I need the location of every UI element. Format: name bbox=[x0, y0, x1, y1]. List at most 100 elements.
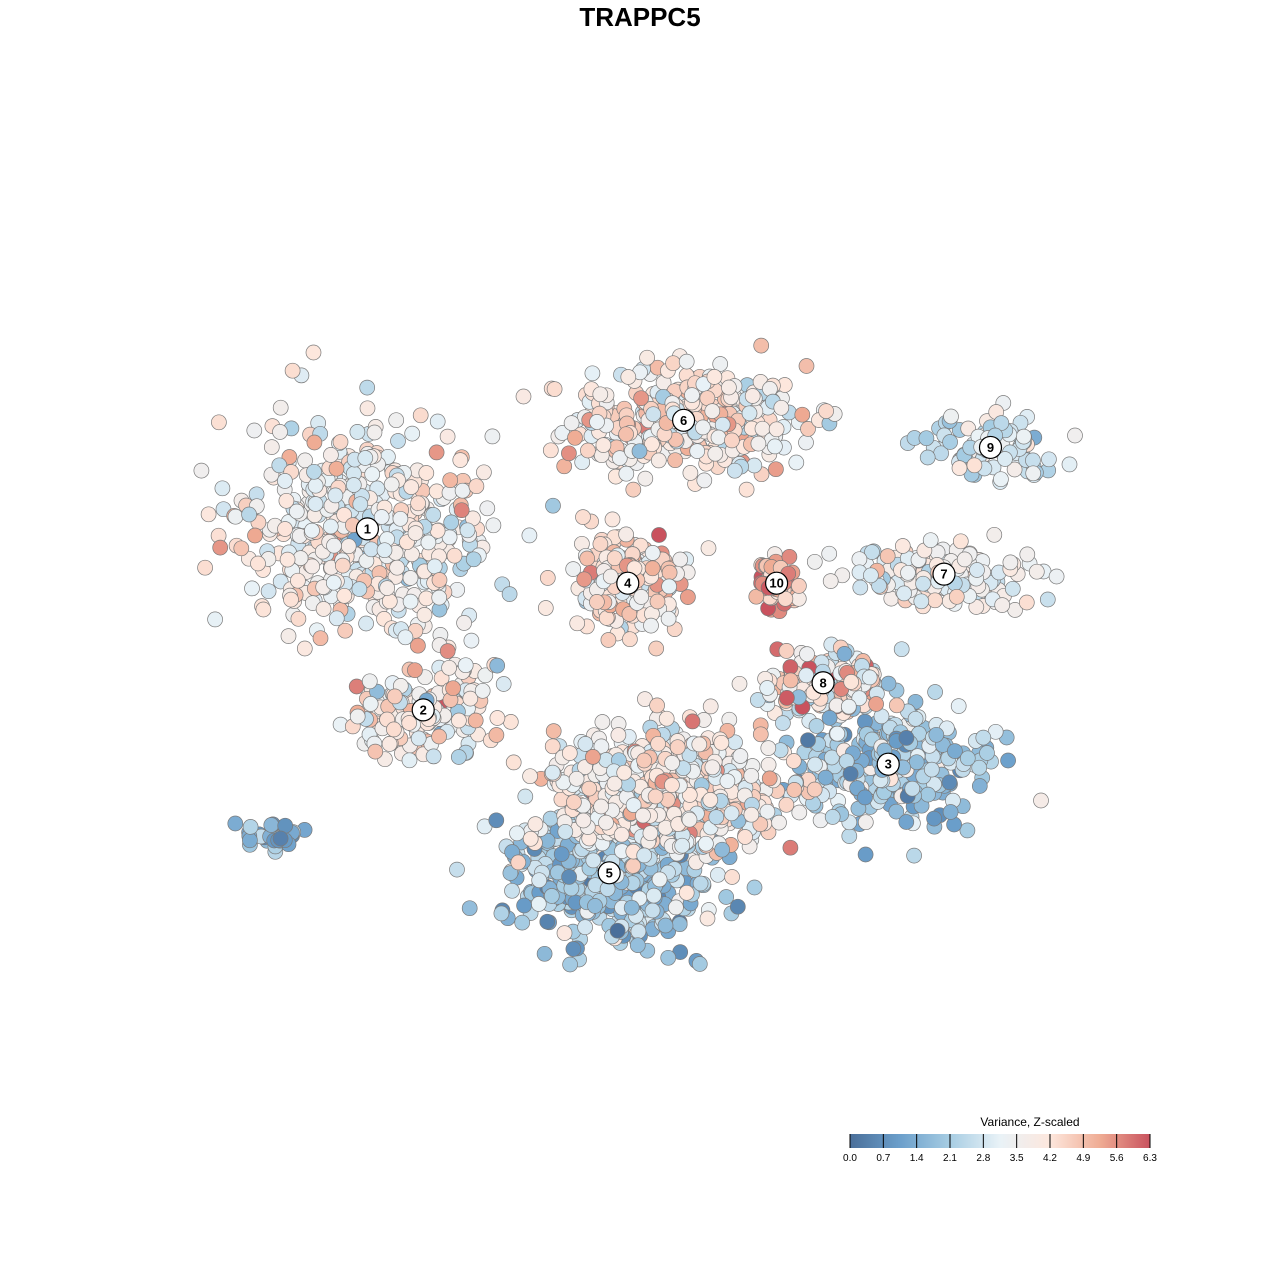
scatter-point bbox=[602, 568, 619, 585]
scatter-point bbox=[336, 587, 353, 604]
scatter-point bbox=[613, 826, 630, 843]
scatter-point bbox=[283, 591, 299, 608]
scatter-point bbox=[714, 841, 730, 858]
scatter-point bbox=[821, 710, 838, 726]
scatter-point bbox=[457, 657, 474, 674]
scatter-point bbox=[907, 710, 924, 727]
scatter-point bbox=[403, 479, 420, 495]
scatter-point bbox=[880, 675, 897, 692]
scatter-point bbox=[800, 421, 816, 437]
scatter-point bbox=[332, 434, 349, 450]
scatter-point bbox=[565, 561, 582, 577]
scatter-point bbox=[539, 913, 556, 930]
scatter-point bbox=[620, 369, 637, 385]
scatter-point bbox=[644, 436, 660, 453]
scatter-point bbox=[326, 537, 342, 554]
scatter-point bbox=[465, 551, 482, 568]
scatter-point bbox=[689, 443, 706, 459]
scatter-point bbox=[857, 846, 874, 863]
scatter-point bbox=[445, 680, 461, 697]
scatter-point bbox=[197, 559, 213, 576]
scatter-point bbox=[288, 503, 305, 520]
colorbar-tick-label: 5.6 bbox=[1110, 1153, 1124, 1164]
scatter-points bbox=[193, 337, 1083, 973]
scatter-point bbox=[594, 714, 611, 730]
scatter-point bbox=[504, 882, 520, 899]
scatter-point bbox=[410, 637, 426, 654]
scatter-point bbox=[699, 910, 716, 927]
scatter-point bbox=[522, 768, 538, 785]
scatter-point bbox=[271, 457, 288, 474]
scatter-point bbox=[407, 662, 423, 679]
scatter-point bbox=[358, 615, 374, 632]
scatter-point bbox=[691, 956, 708, 972]
scatter-point bbox=[894, 538, 911, 554]
scatter-point bbox=[712, 356, 729, 372]
scatter-point bbox=[443, 514, 460, 531]
scatter-point bbox=[857, 814, 874, 831]
scatter-point bbox=[589, 594, 605, 610]
scatter-point bbox=[493, 905, 510, 922]
scatter-point bbox=[402, 570, 419, 586]
scatter-point bbox=[364, 466, 381, 483]
scatter-point bbox=[312, 630, 329, 647]
scatter-point bbox=[211, 414, 227, 431]
cluster-label-text: 10 bbox=[769, 576, 783, 591]
scatter-point bbox=[948, 588, 965, 605]
scatter-point bbox=[760, 756, 777, 773]
scatter-point bbox=[986, 526, 1003, 543]
scatter-point bbox=[495, 676, 512, 692]
scatter-point bbox=[510, 854, 527, 871]
scatter-point bbox=[530, 896, 547, 912]
cluster-label-7: 7 bbox=[932, 562, 956, 586]
scatter-point bbox=[971, 778, 988, 794]
scatter-point bbox=[649, 593, 666, 610]
cluster-label-text: 9 bbox=[987, 440, 994, 455]
scatter-point bbox=[669, 739, 686, 756]
scatter-point bbox=[1041, 451, 1057, 468]
scatter-point bbox=[255, 601, 272, 618]
scatter-point bbox=[449, 861, 465, 878]
scatter-point bbox=[648, 640, 665, 657]
scatter-point bbox=[306, 463, 322, 480]
scatter-point bbox=[1033, 792, 1049, 809]
cluster-label-5: 5 bbox=[597, 861, 621, 885]
scatter-point bbox=[441, 659, 457, 676]
scatter-point bbox=[357, 450, 374, 466]
scatter-point bbox=[304, 558, 321, 575]
scatter-point bbox=[454, 482, 471, 499]
scatter-point bbox=[752, 726, 769, 743]
scatter-point bbox=[660, 949, 677, 966]
scatter-point bbox=[340, 538, 357, 555]
scatter-point bbox=[383, 476, 400, 493]
colorbar-title: Variance, Z-scaled bbox=[980, 1115, 1079, 1129]
scatter-point bbox=[543, 888, 560, 904]
scatter-point bbox=[212, 539, 229, 556]
scatter-point bbox=[950, 698, 967, 714]
scatter-point bbox=[263, 817, 280, 833]
scatter-point bbox=[561, 745, 578, 761]
scatter-point bbox=[362, 696, 379, 712]
colorbar-tick-label: 3.5 bbox=[1010, 1153, 1024, 1164]
scatter-point bbox=[708, 809, 725, 825]
scatter-point bbox=[926, 810, 942, 827]
scatter-point bbox=[684, 387, 700, 403]
scatter-point bbox=[644, 545, 661, 561]
scatter-point bbox=[798, 667, 815, 684]
scatter-point bbox=[468, 478, 485, 495]
scatter-point bbox=[778, 643, 795, 659]
scatter-point bbox=[829, 725, 846, 742]
scatter-point bbox=[284, 362, 301, 379]
scatter-point bbox=[404, 425, 421, 442]
scatter-point bbox=[966, 457, 983, 474]
scatter-point bbox=[724, 432, 740, 449]
scatter-point bbox=[207, 611, 223, 628]
colorbar-tick-label: 0.0 bbox=[843, 1153, 857, 1164]
cluster-label-8: 8 bbox=[811, 671, 835, 695]
scatter-point bbox=[633, 589, 650, 605]
scatter-point bbox=[941, 774, 958, 791]
scatter-point bbox=[879, 548, 896, 564]
scatter-point bbox=[334, 557, 351, 574]
scatter-point bbox=[618, 465, 635, 482]
scatter-point bbox=[247, 527, 263, 544]
